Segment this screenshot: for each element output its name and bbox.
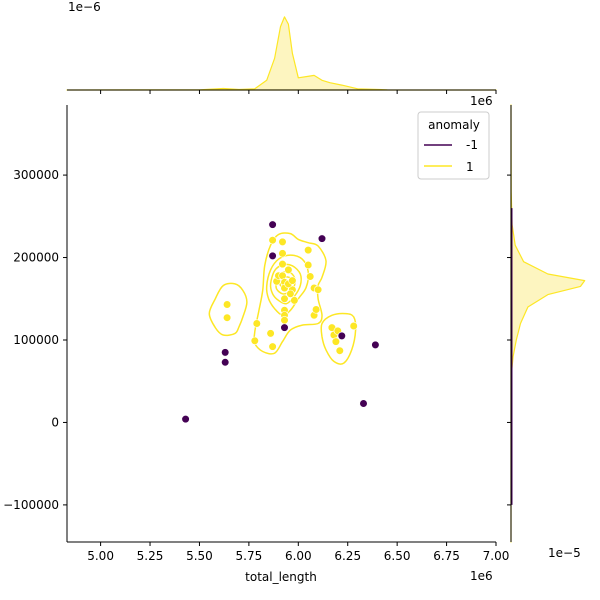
point-anomaly-1-29	[314, 285, 323, 294]
point-anomaly-1-21	[284, 265, 293, 275]
point-anomaly-1-23	[304, 246, 313, 255]
point-anomaly--1-2	[221, 348, 230, 357]
x-offset-label-top: 1e6	[470, 94, 493, 108]
y-tick-label-3: 200000	[13, 251, 59, 265]
main-scatter-plot: 5.00 5.25 5.50 5.75 6.00 6.25 6.50 6.75 7.00 −100…	[3, 90, 511, 563]
point-anomaly-1-3	[252, 319, 261, 328]
x-tick-label-5: 6.25	[334, 549, 361, 563]
point-anomaly-1-24	[304, 260, 313, 270]
x-offset-label: 1e6	[470, 569, 493, 583]
point-anomaly--1-1	[221, 358, 230, 367]
legend-frame	[417, 111, 490, 180]
point-anomaly--1-9	[371, 340, 380, 350]
point-anomaly-1-1	[223, 300, 232, 309]
point-anomaly--1-3	[268, 251, 277, 260]
main-axes: 5.00 5.25 5.50 5.75 6.00 6.25 6.50 6.75 7.00 −100…	[3, 90, 511, 563]
x-tick-label-3: 5.75	[236, 549, 263, 563]
point-anomaly-1-19	[290, 296, 299, 305]
point-anomaly--1-4	[268, 220, 277, 229]
point-anomaly--1-6	[317, 234, 327, 243]
x-tick-label-6: 6.50	[384, 549, 411, 563]
point-anomaly-1-25	[306, 272, 315, 281]
kde-contour-2	[265, 254, 310, 317]
point-anomaly-1-35	[349, 321, 358, 331]
point-anomaly-1-4	[266, 329, 275, 338]
point-anomaly-1-2	[250, 336, 259, 345]
point-anomaly-1-5	[268, 342, 277, 351]
right-marginal-density	[510, 104, 586, 543]
point-anomaly--1-0	[181, 415, 190, 424]
y-tick-label-4: 300000	[13, 168, 59, 182]
kde-contour-6	[320, 312, 357, 365]
point-anomaly-1-37	[286, 289, 295, 298]
point-anomaly-1-9	[278, 237, 287, 246]
scatter-points	[181, 220, 380, 424]
point-anomaly-1-0	[223, 313, 232, 322]
x-tick-label-7: 6.75	[433, 549, 460, 563]
legend-title: anomaly	[428, 118, 480, 132]
x-tick-label-8: 7.00	[483, 549, 510, 563]
top-marginal-density	[66, 16, 497, 91]
right-marginal-offset-label: 1e−5	[548, 546, 581, 560]
x-tick-label-1: 5.25	[137, 549, 164, 563]
kde-contour-0	[208, 282, 248, 337]
point-anomaly-1-36	[280, 316, 289, 325]
point-anomaly--1-5	[280, 323, 289, 332]
y-tick-label-1: 0	[51, 415, 59, 429]
x-tick-label-0: 5.00	[87, 549, 114, 563]
x-tick-label-2: 5.50	[186, 549, 213, 563]
right-marginal-kde	[510, 104, 586, 543]
x-tick-label-4: 6.00	[285, 549, 312, 563]
top-marginal-offset-label: 1e−6	[68, 0, 101, 14]
point-anomaly-1-34	[335, 346, 344, 355]
y-tick-label-0: −100000	[3, 498, 59, 512]
point-anomaly-1-10	[278, 249, 287, 258]
point-anomaly-1-28	[312, 305, 321, 314]
point-anomaly-1-6	[268, 236, 277, 245]
kde-contour-1	[253, 232, 327, 355]
point-anomaly--1-7	[337, 331, 346, 341]
legend-label-neg: -1	[466, 138, 478, 152]
point-anomaly-1-22	[288, 276, 297, 285]
top-marginal-kde	[66, 16, 497, 91]
point-anomaly-1-32	[331, 337, 341, 346]
legend-label-pos: 1	[466, 160, 474, 174]
x-axis-label: total_length	[245, 570, 317, 584]
point-anomaly-1-11	[278, 260, 287, 269]
point-anomaly-1-15	[280, 294, 289, 303]
y-tick-label-2: 100000	[13, 333, 59, 347]
legend: anomaly -1 1	[417, 111, 490, 180]
point-anomaly--1-8	[359, 399, 368, 408]
